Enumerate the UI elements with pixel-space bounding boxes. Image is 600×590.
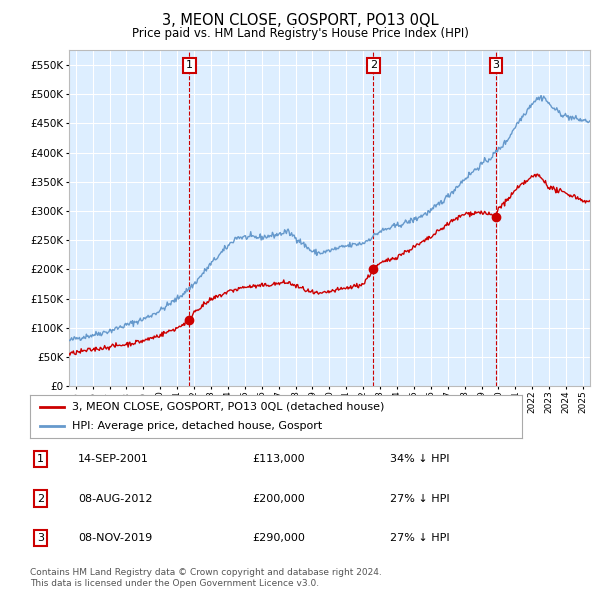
Text: Contains HM Land Registry data © Crown copyright and database right 2024.: Contains HM Land Registry data © Crown c… (30, 568, 382, 576)
Text: 3, MEON CLOSE, GOSPORT, PO13 0QL: 3, MEON CLOSE, GOSPORT, PO13 0QL (161, 13, 439, 28)
Text: 3: 3 (37, 533, 44, 543)
Text: 34% ↓ HPI: 34% ↓ HPI (390, 454, 449, 464)
Text: HPI: Average price, detached house, Gosport: HPI: Average price, detached house, Gosp… (72, 421, 322, 431)
Text: 27% ↓ HPI: 27% ↓ HPI (390, 533, 449, 543)
Text: 2: 2 (370, 60, 377, 70)
Text: £290,000: £290,000 (252, 533, 305, 543)
Text: 08-AUG-2012: 08-AUG-2012 (78, 494, 152, 503)
Text: £200,000: £200,000 (252, 494, 305, 503)
Text: 1: 1 (186, 60, 193, 70)
Text: 3, MEON CLOSE, GOSPORT, PO13 0QL (detached house): 3, MEON CLOSE, GOSPORT, PO13 0QL (detach… (72, 402, 384, 412)
Text: 14-SEP-2001: 14-SEP-2001 (78, 454, 149, 464)
Text: This data is licensed under the Open Government Licence v3.0.: This data is licensed under the Open Gov… (30, 579, 319, 588)
Text: £113,000: £113,000 (252, 454, 305, 464)
Text: 1: 1 (37, 454, 44, 464)
Text: 27% ↓ HPI: 27% ↓ HPI (390, 494, 449, 503)
Text: Price paid vs. HM Land Registry's House Price Index (HPI): Price paid vs. HM Land Registry's House … (131, 27, 469, 40)
Text: 3: 3 (493, 60, 499, 70)
Text: 2: 2 (37, 494, 44, 503)
Text: 08-NOV-2019: 08-NOV-2019 (78, 533, 152, 543)
